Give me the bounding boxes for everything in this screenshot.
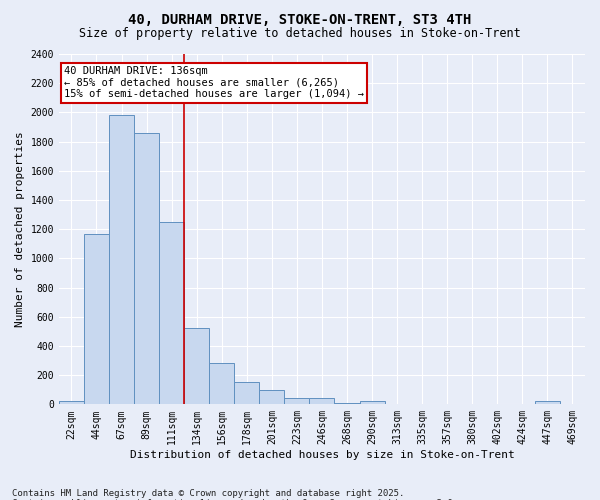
Bar: [234, 382, 259, 404]
Bar: [284, 398, 310, 404]
Bar: [359, 402, 385, 404]
Text: Contains public sector information licensed under the Open Government Licence v3: Contains public sector information licen…: [12, 498, 458, 500]
Bar: [84, 234, 109, 404]
Text: 40 DURHAM DRIVE: 136sqm
← 85% of detached houses are smaller (6,265)
15% of semi: 40 DURHAM DRIVE: 136sqm ← 85% of detache…: [64, 66, 364, 100]
Bar: [109, 116, 134, 405]
Bar: [334, 403, 359, 404]
X-axis label: Distribution of detached houses by size in Stoke-on-Trent: Distribution of detached houses by size …: [130, 450, 514, 460]
Text: Contains HM Land Registry data © Crown copyright and database right 2025.: Contains HM Land Registry data © Crown c…: [12, 488, 404, 498]
Bar: [310, 398, 334, 404]
Bar: [134, 133, 159, 404]
Bar: [259, 390, 284, 404]
Bar: [209, 364, 234, 405]
Bar: [59, 400, 84, 404]
Y-axis label: Number of detached properties: Number of detached properties: [15, 132, 25, 327]
Bar: [535, 402, 560, 404]
Text: Size of property relative to detached houses in Stoke-on-Trent: Size of property relative to detached ho…: [79, 28, 521, 40]
Bar: [159, 222, 184, 404]
Text: 40, DURHAM DRIVE, STOKE-ON-TRENT, ST3 4TH: 40, DURHAM DRIVE, STOKE-ON-TRENT, ST3 4T…: [128, 12, 472, 26]
Bar: [184, 328, 209, 404]
